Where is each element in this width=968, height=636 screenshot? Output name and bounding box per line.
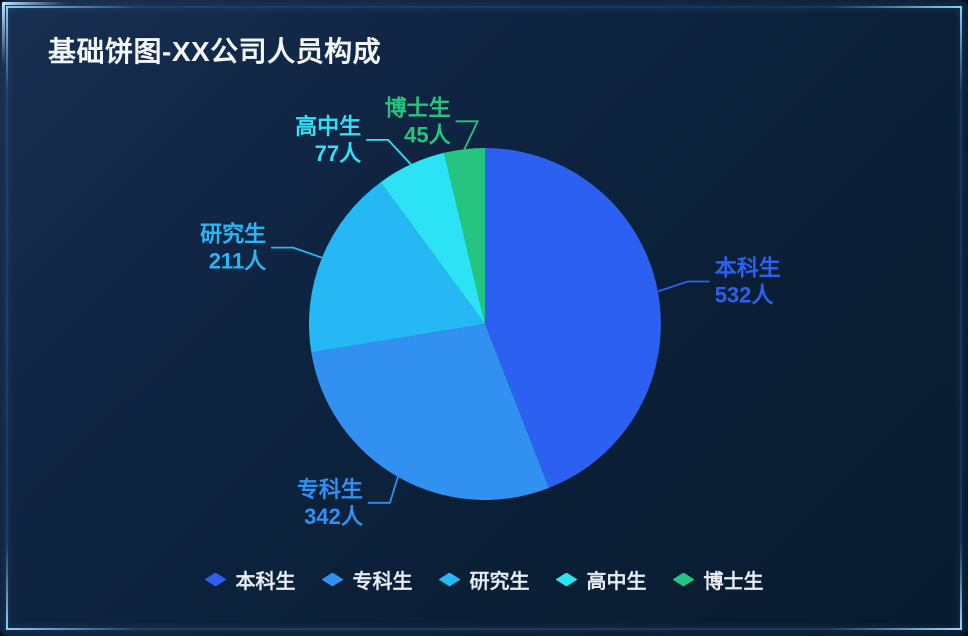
pie-slice-专科生[interactable] [311, 324, 549, 500]
label-name-专科生: 专科生 [297, 477, 363, 502]
panel-border-left [6, 6, 8, 630]
legend-item-高中生[interactable]: 高中生 [555, 565, 647, 594]
label-value-研究生: 211人 [209, 249, 267, 274]
pie-slice-博士生[interactable] [444, 147, 485, 324]
legend-label: 高中生 [586, 571, 647, 593]
legend-item-博士生[interactable]: 博士生 [672, 565, 764, 594]
panel-border-bottom [6, 628, 962, 630]
chart-title: 基础饼图-XX公司人员构成 [48, 36, 382, 67]
legend-marker-icon [204, 572, 227, 587]
legend-item-专科生[interactable]: 专科生 [321, 565, 413, 594]
legend-marker-icon [438, 572, 461, 587]
legend-marker-icon [321, 572, 344, 587]
pie-slice-本科生[interactable] [485, 148, 661, 488]
label-name-高中生: 高中生 [295, 114, 361, 139]
legend-label: 研究生 [469, 571, 530, 593]
label-line-博士生 [455, 120, 480, 150]
label-value-本科生: 532人 [715, 283, 774, 308]
legend-label: 本科生 [235, 571, 296, 593]
label-value-专科生: 342人 [304, 504, 363, 529]
label-line-研究生 [271, 246, 323, 259]
label-value-高中生: 77人 [315, 141, 361, 166]
legend-label: 博士生 [703, 571, 764, 593]
legend-item-研究生[interactable]: 研究生 [438, 565, 530, 594]
corner-accent-top [2, 2, 66, 5]
corner-accent-left [2, 2, 5, 66]
legend-marker-icon [555, 572, 578, 587]
legend: 本科生 专科生 研究生 高中生 博士生 [0, 565, 968, 594]
legend-marker-icon [672, 572, 695, 587]
panel-border-right [960, 6, 962, 630]
label-line-高中生 [366, 138, 412, 166]
label-line-专科生 [367, 476, 399, 504]
label-name-研究生: 研究生 [200, 222, 266, 247]
panel-border-top [6, 6, 962, 8]
label-name-博士生: 博士生 [385, 95, 451, 120]
label-value-博士生: 45人 [404, 122, 450, 147]
pie-slice-高中生[interactable] [380, 152, 485, 324]
legend-item-本科生[interactable]: 本科生 [204, 565, 296, 594]
label-line-本科生 [657, 280, 710, 293]
legend-label: 专科生 [352, 571, 413, 593]
label-name-本科生: 本科生 [715, 256, 781, 281]
pie-slice-研究生[interactable] [308, 182, 485, 353]
